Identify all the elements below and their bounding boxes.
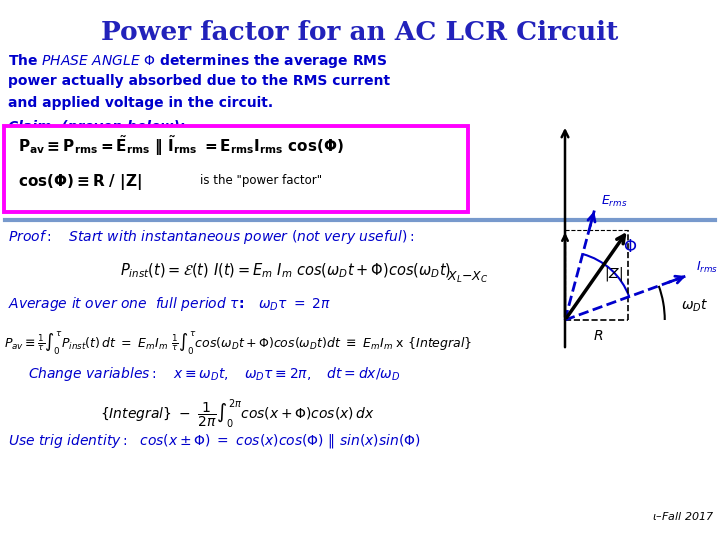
Text: $\it{Average\ it\ over\ one\ \ full\ period}\ \tau$:   $\omega_D\tau\ =\ 2\pi$: $\it{Average\ it\ over\ one\ \ full\ per… xyxy=(8,295,331,313)
Text: $\Phi$: $\Phi$ xyxy=(624,238,637,256)
Text: $\mathbf{P_{av} \equiv P_{rms} = \tilde{E}_{rms}\ \|\ \tilde{I}_{rms}\ = E_{rms}: $\mathbf{P_{av} \equiv P_{rms} = \tilde{… xyxy=(18,134,343,158)
Text: $P_{inst}(t) = \mathcal{E}(t)\ I(t) = E_m\ I_m\ cos(\omega_D t + \Phi)cos(\omega: $P_{inst}(t) = \mathcal{E}(t)\ I(t) = E_… xyxy=(120,262,451,280)
Text: $I_{rms}$: $I_{rms}$ xyxy=(696,260,719,275)
Text: $\mathbf{cos(\Phi) \equiv R\ /\ |Z|}$: $\mathbf{cos(\Phi) \equiv R\ /\ |Z|}$ xyxy=(18,172,142,192)
FancyBboxPatch shape xyxy=(4,126,468,212)
Text: $P_{av} \equiv \frac{1}{\tau}\int_0^\tau P_{inst}(t)\,dt\ =\ E_m I_m\ \frac{1}{\: $P_{av} \equiv \frac{1}{\tau}\int_0^\tau… xyxy=(4,330,472,357)
Text: $\iota$–Fall 2017: $\iota$–Fall 2017 xyxy=(652,510,714,522)
Text: $R$: $R$ xyxy=(593,329,604,343)
Text: $|Z|$: $|Z|$ xyxy=(604,265,623,282)
Text: $\it{Proof:}$   $\it{Start\ with\ instantaneous\ power\ (not\ very\ useful):}$: $\it{Proof:}$ $\it{Start\ with\ instanta… xyxy=(8,228,414,246)
Text: Claim  (proven below):: Claim (proven below): xyxy=(8,120,185,134)
Text: $E_{rms}$: $E_{rms}$ xyxy=(601,193,627,208)
Text: power actually absorbed due to the RMS current: power actually absorbed due to the RMS c… xyxy=(8,74,390,88)
Text: is the "power factor": is the "power factor" xyxy=(200,174,322,187)
Text: and applied voltage in the circuit.: and applied voltage in the circuit. xyxy=(8,96,273,110)
Text: $\{Integral\}\ -\ \dfrac{1}{2\pi}\int_0^{2\pi} cos(x + \Phi)cos(x)\,dx$: $\{Integral\}\ -\ \dfrac{1}{2\pi}\int_0^… xyxy=(100,397,374,430)
Text: $X_L\mathrm{-}X_C$: $X_L\mathrm{-}X_C$ xyxy=(447,270,488,285)
Text: Power factor for an AC LCR Circuit: Power factor for an AC LCR Circuit xyxy=(102,20,618,45)
Text: $\it{Change\ variables:}$   $x \equiv \omega_D t,\quad \omega_D\tau \equiv 2\pi,: $\it{Change\ variables:}$ $x \equiv \ome… xyxy=(28,365,400,383)
Text: The $\it{PHASE\ ANGLE}\ \Phi$ determines the average RMS: The $\it{PHASE\ ANGLE}\ \Phi$ determines… xyxy=(8,52,387,70)
Text: $\it{Use\ trig\ identity:}$  $cos(x \pm \Phi)\ =\ cos(x)cos(\Phi)\ \|\ sin(x)sin: $\it{Use\ trig\ identity:}$ $cos(x \pm \… xyxy=(8,432,420,450)
Text: $\omega_D t$: $\omega_D t$ xyxy=(681,298,708,314)
